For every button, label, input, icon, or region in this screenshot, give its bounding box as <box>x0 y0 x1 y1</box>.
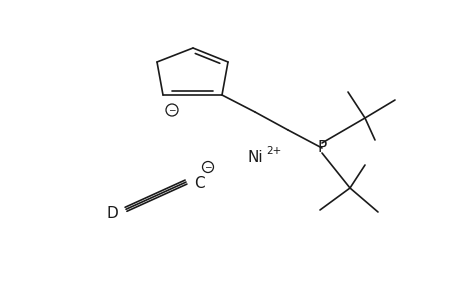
Text: −: − <box>204 163 211 172</box>
Text: 2+: 2+ <box>265 146 280 156</box>
Text: D: D <box>106 206 118 221</box>
Text: P: P <box>317 140 326 155</box>
Text: Ni: Ni <box>247 151 263 166</box>
Text: C: C <box>193 176 204 190</box>
Text: −: − <box>168 106 175 115</box>
